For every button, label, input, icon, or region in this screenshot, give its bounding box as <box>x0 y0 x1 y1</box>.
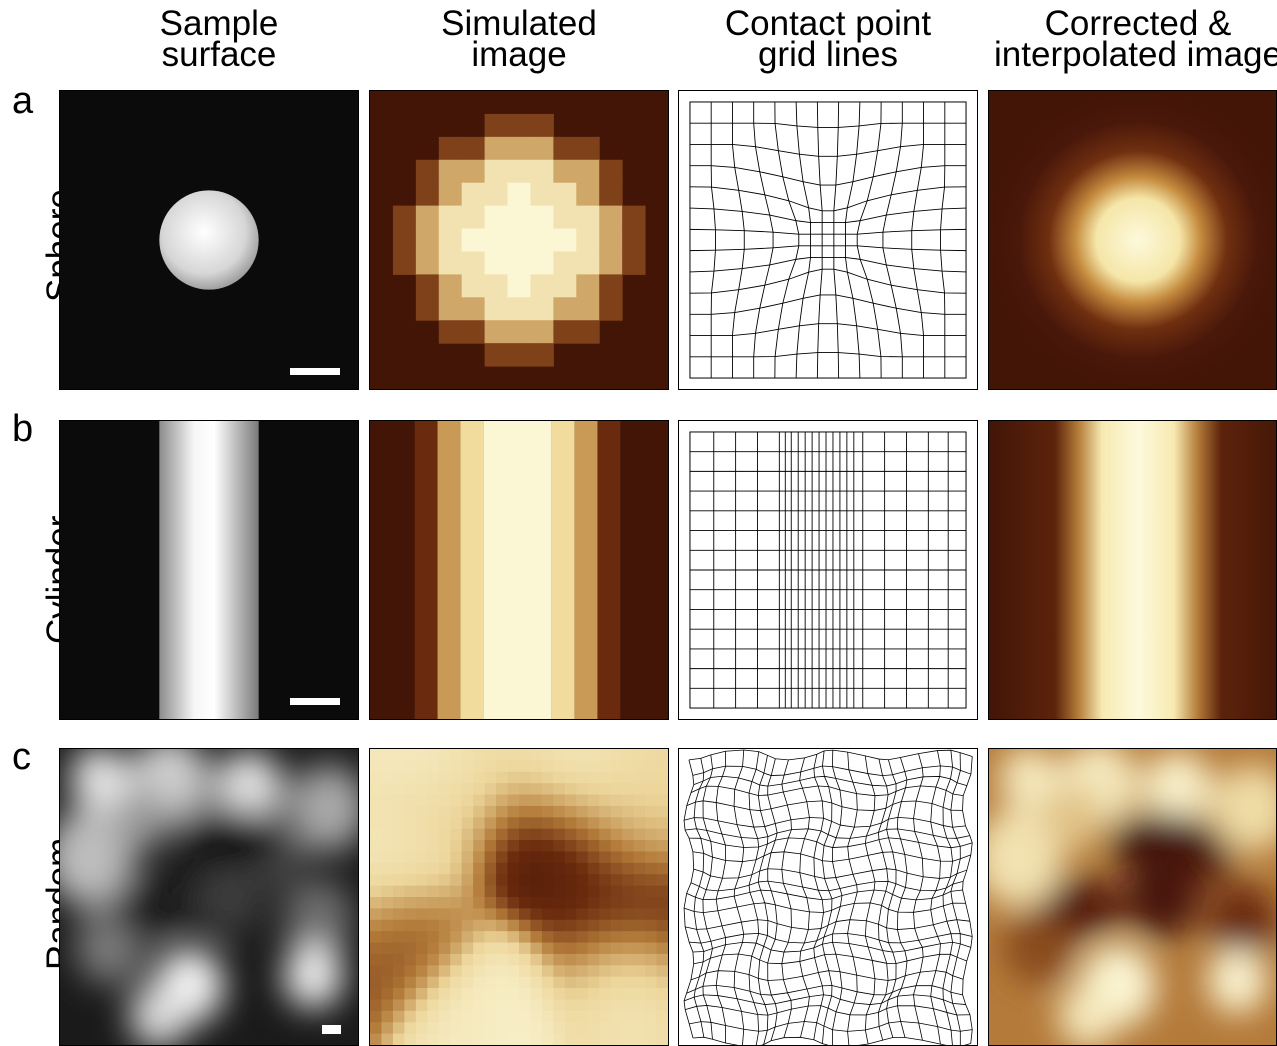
column-header-line: image <box>471 35 567 74</box>
random-simulated-image <box>369 748 669 1046</box>
row-letter-b: b <box>12 408 34 450</box>
column-header-line: Corrected & <box>1044 4 1232 43</box>
sphere-corrected-image <box>988 90 1277 390</box>
random-contact-grid <box>678 748 978 1046</box>
column-header-line: Simulated <box>441 4 597 43</box>
column-header-line: interpolated image <box>994 35 1277 74</box>
cylinder-corrected-image <box>988 420 1277 720</box>
column-header-sample-surface: Sample surface <box>59 4 379 74</box>
row-letter-a: a <box>12 80 34 122</box>
cylinder-contact-grid <box>678 420 978 720</box>
scale-bar <box>290 368 340 375</box>
scale-bar <box>322 1025 341 1034</box>
sphere-sample-surface <box>59 90 359 390</box>
column-header-line: surface <box>161 35 277 74</box>
column-header-line: grid lines <box>757 35 899 74</box>
column-header-line: Contact point <box>724 4 932 43</box>
row-letter-c: c <box>12 736 31 778</box>
cylinder-sample-surface <box>59 420 359 720</box>
sphere-simulated-image <box>369 90 669 390</box>
column-header-contact-point-grid: Contact point grid lines <box>668 4 988 74</box>
cylinder-simulated-image <box>369 420 669 720</box>
random-corrected-image <box>988 748 1277 1046</box>
sphere-contact-grid <box>678 90 978 390</box>
scale-bar <box>290 698 340 705</box>
random-sample-surface <box>59 748 359 1046</box>
column-header-line: Sample <box>159 4 279 43</box>
column-header-corrected-image: Corrected & interpolated image <box>978 4 1277 74</box>
column-header-simulated-image: Simulated image <box>359 4 679 74</box>
